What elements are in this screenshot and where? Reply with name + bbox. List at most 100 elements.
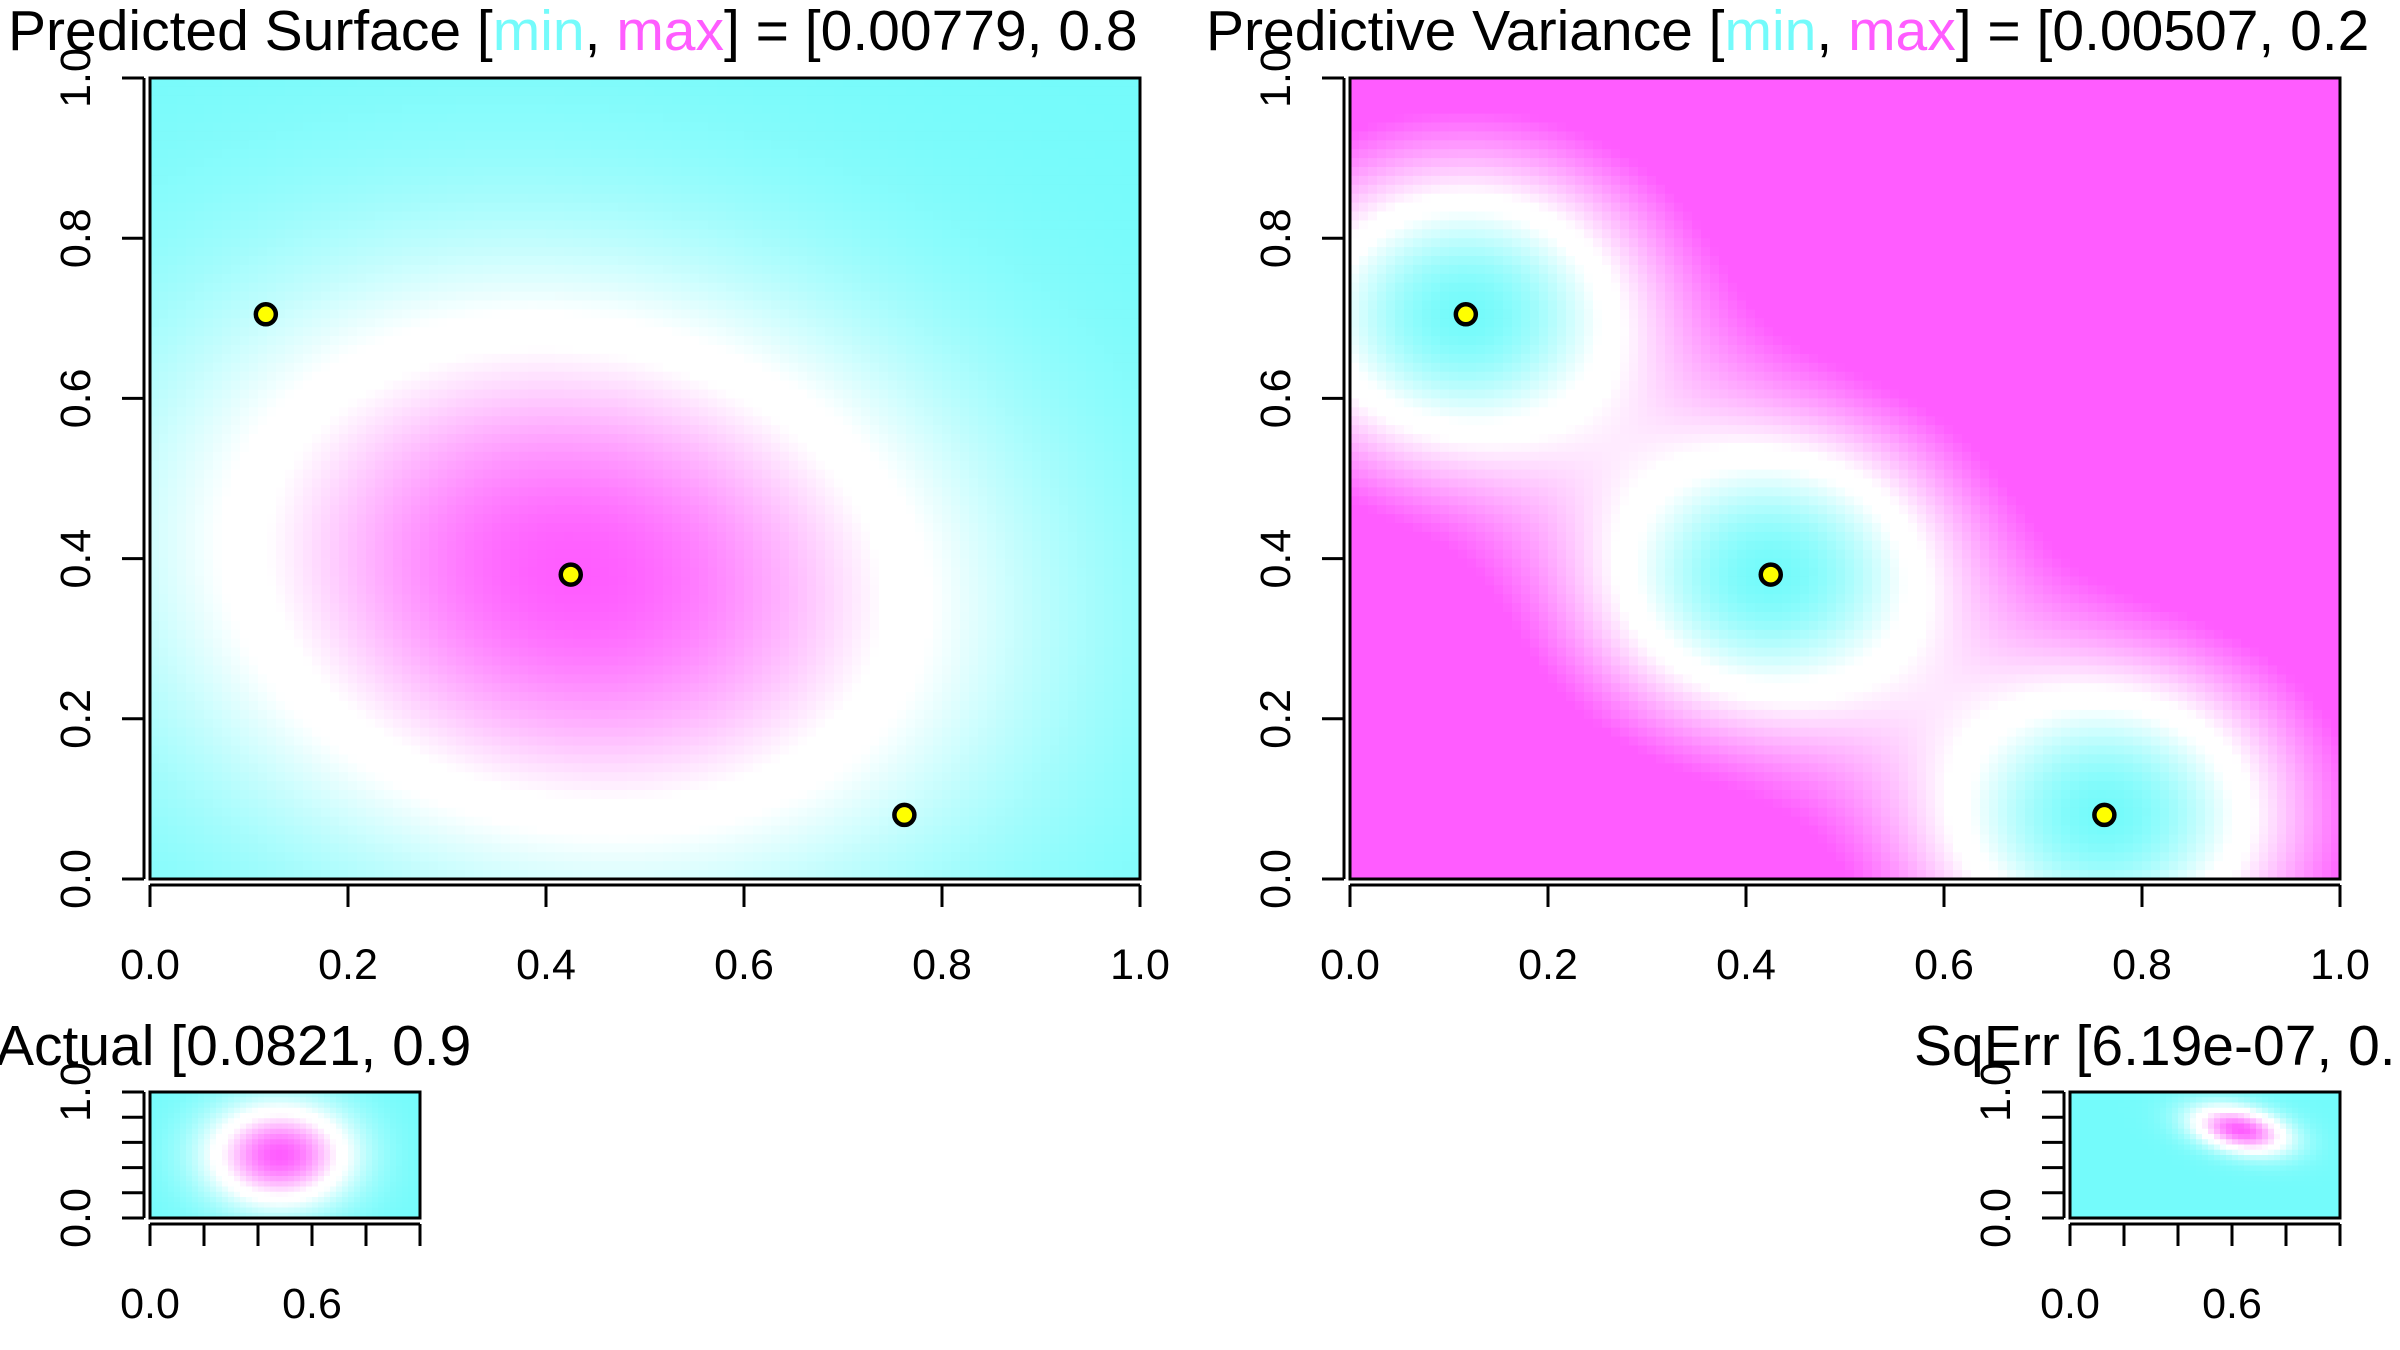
heat-cell <box>357 113 367 124</box>
heat-cell <box>510 389 520 400</box>
heat-cell <box>348 531 358 542</box>
heat-cell <box>438 220 448 231</box>
heat-cell <box>231 594 241 604</box>
heat-cell <box>618 442 628 453</box>
heat-cell <box>564 371 574 382</box>
heat-cell <box>330 834 340 845</box>
heat-cell <box>294 309 304 320</box>
heat-cell <box>492 140 502 150</box>
heat-cell <box>528 131 538 142</box>
heat-cell <box>582 469 592 480</box>
heat-cell <box>609 825 619 836</box>
heat-cell <box>519 247 529 257</box>
heat-cell <box>645 380 655 391</box>
heat-cell <box>645 113 655 124</box>
heat-cell <box>618 638 628 649</box>
heat-cell <box>636 247 646 257</box>
heat-cell <box>159 353 169 364</box>
heat-cell <box>168 389 178 400</box>
heat-cell <box>447 362 457 373</box>
heat-cell <box>564 736 574 747</box>
heat-cell <box>339 763 349 773</box>
heat-cell <box>195 327 205 337</box>
heat-cell <box>393 345 403 355</box>
heat-cell <box>474 585 484 595</box>
heat-cell <box>636 496 646 506</box>
heat-cell <box>276 701 286 711</box>
heat-cell <box>618 158 628 168</box>
heat-cell <box>447 736 457 747</box>
heat-cell <box>168 193 178 204</box>
heat-cell <box>609 380 619 391</box>
heat-cell <box>258 238 268 248</box>
heat-cell <box>276 870 286 879</box>
heat-cell <box>510 158 520 168</box>
heat-cell <box>312 514 322 524</box>
heat-cell <box>627 647 637 658</box>
heat-cell <box>627 585 637 595</box>
heat-cell <box>483 567 493 578</box>
heat-cell <box>573 95 583 106</box>
heat-cell <box>510 140 520 150</box>
heat-cell <box>447 86 457 97</box>
heat-cell <box>636 692 646 702</box>
heat-cell <box>186 683 196 693</box>
heat-cell <box>159 291 169 302</box>
heat-cell <box>474 790 484 800</box>
heat-cell <box>339 345 349 355</box>
heat-cell <box>402 300 412 311</box>
heat-cell <box>402 167 412 177</box>
heat-cell <box>339 122 349 133</box>
heat-cell <box>582 665 592 676</box>
heat-cell <box>429 576 439 587</box>
heat-cell <box>240 478 250 489</box>
heat-cell <box>231 834 241 845</box>
heat-cell <box>402 149 412 159</box>
heat-cell <box>537 78 547 88</box>
heat-cell <box>528 496 538 506</box>
heat-cell <box>204 531 214 542</box>
heat-cell <box>393 505 403 515</box>
heat-cell <box>393 603 403 613</box>
heat-cell <box>312 202 322 213</box>
heat-cell <box>285 816 295 827</box>
heat-cell <box>240 469 250 480</box>
heat-cell <box>267 353 277 364</box>
heat-cell <box>186 416 196 426</box>
heat-cell <box>519 496 529 506</box>
heat-cell <box>618 416 628 426</box>
heat-cell <box>555 104 565 115</box>
heat-cell <box>150 478 160 489</box>
heat-cell <box>465 683 475 693</box>
heat-cell <box>519 709 529 720</box>
heat-cell <box>303 594 313 604</box>
heat-cell <box>429 763 439 773</box>
heat-cell <box>267 416 277 426</box>
heat-cell <box>609 362 619 373</box>
heat-cell <box>312 790 322 800</box>
heat-cell <box>600 665 610 676</box>
heat-cell <box>240 416 250 426</box>
heat-cell <box>339 229 349 239</box>
heat-cell <box>195 131 205 142</box>
heat-cell <box>249 389 259 400</box>
heat-cell <box>474 763 484 773</box>
heat-cell <box>240 834 250 845</box>
heat-cell <box>429 380 439 391</box>
heat-cell <box>609 638 619 649</box>
heat-cell <box>609 656 619 667</box>
heat-cell <box>510 362 520 373</box>
heat-cell <box>492 434 502 444</box>
heat-cell <box>150 549 160 560</box>
heat-cell <box>168 220 178 231</box>
heat-cell <box>393 870 403 879</box>
heat-cell <box>411 496 421 506</box>
heat-cell <box>537 540 547 551</box>
heat-cell <box>519 291 529 302</box>
heat-cell <box>564 478 574 489</box>
heat-cell <box>456 345 466 355</box>
heat-cell <box>609 442 619 453</box>
heat-cell <box>150 674 160 684</box>
heat-cell <box>366 300 376 311</box>
heat-cell <box>591 336 601 346</box>
